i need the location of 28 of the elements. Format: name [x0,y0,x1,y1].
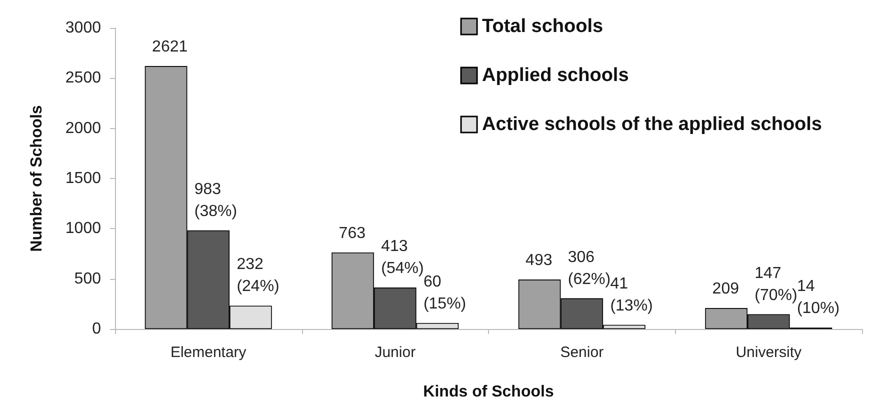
y-tick-label: 3000 [65,20,102,36]
x-tick-label: University [736,344,802,361]
x-tick-label: Junior [374,344,416,361]
data-label: 14 (10%) [796,278,840,318]
data-label: 41 (13%) [610,275,653,314]
x-axis-title: Kinds of Schools [423,384,554,400]
y-axis-title: Number of Schools [28,105,46,252]
y-tick-label: 1000 [65,220,102,238]
data-label: 983 (38%) [194,180,238,220]
data-label: 493 [526,252,552,270]
y-tick-label: 0 [92,320,102,338]
data-label: 306 (62%) [568,248,611,288]
legend-label: Applied schools [482,65,629,86]
data-label: 60 (15%) [423,273,466,312]
y-tick-label: 500 [74,270,102,288]
data-label: 209 [712,280,740,298]
y-tick-label: 2500 [65,70,102,87]
data-label: 763 [338,224,366,242]
x-tick-label: Elementary [170,344,247,361]
data-label: 2621 [152,38,188,56]
y-tick-label: 1500 [65,170,102,187]
y-tick-label: 2000 [65,120,102,137]
data-label: 232 (24%) [236,256,280,296]
data-label: 413 (54%) [381,238,424,278]
x-tick-label: Senior [560,344,604,361]
data-label: 147 (70%) [754,264,798,304]
legend-label: Total schools [482,16,604,37]
legend-label: Active schools of the applied schools [482,114,822,135]
